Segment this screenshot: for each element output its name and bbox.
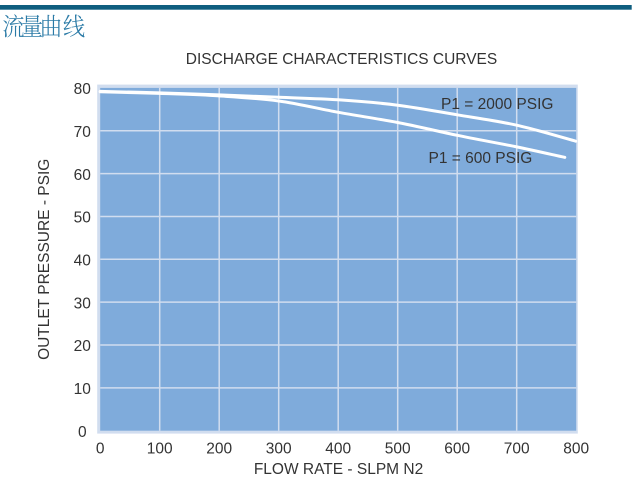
svg-text:0: 0 [96, 440, 105, 457]
svg-text:60: 60 [74, 167, 92, 184]
svg-text:P1 = 2000 PSIG: P1 = 2000 PSIG [441, 96, 553, 113]
svg-text:DISCHARGE CHARACTERISTICS CURV: DISCHARGE CHARACTERISTICS CURVES [186, 51, 497, 68]
svg-text:100: 100 [147, 440, 173, 457]
svg-text:0: 0 [78, 424, 87, 441]
svg-text:700: 700 [504, 440, 530, 457]
svg-text:30: 30 [74, 295, 92, 312]
svg-text:FLOW RATE - SLPM N2: FLOW RATE - SLPM N2 [254, 461, 423, 478]
svg-text:40: 40 [74, 253, 92, 270]
svg-text:10: 10 [74, 381, 92, 398]
svg-text:P1 = 600 PSIG: P1 = 600 PSIG [429, 150, 533, 167]
svg-text:80: 80 [74, 81, 92, 98]
svg-text:300: 300 [266, 440, 292, 457]
svg-text:800: 800 [563, 440, 589, 457]
svg-text:OUTLET PRESSURE - PSIG: OUTLET PRESSURE - PSIG [36, 159, 53, 360]
svg-text:200: 200 [206, 440, 232, 457]
svg-text:400: 400 [325, 440, 351, 457]
svg-text:500: 500 [385, 440, 411, 457]
svg-text:600: 600 [444, 440, 470, 457]
svg-text:50: 50 [74, 210, 92, 227]
svg-text:20: 20 [74, 338, 92, 355]
svg-text:70: 70 [74, 124, 92, 141]
